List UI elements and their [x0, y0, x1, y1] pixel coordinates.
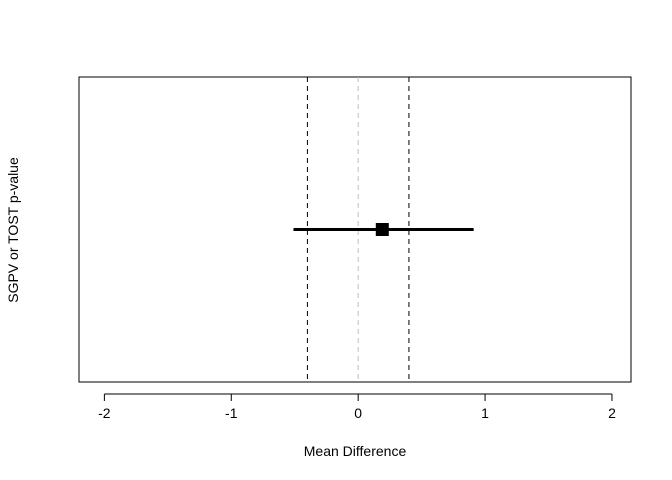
x-tick-label: -2	[98, 405, 111, 421]
estimate-marker	[376, 223, 389, 236]
x-tick-label: 2	[608, 405, 616, 421]
x-tick-label: 1	[481, 405, 489, 421]
x-tick-label: -1	[225, 405, 238, 421]
y-axis-label: SGPV or TOST p-value	[5, 157, 21, 303]
x-axis-ticks: -2 -1 0 1 2	[98, 394, 616, 421]
x-axis-label: Mean Difference	[304, 443, 407, 459]
x-tick-label: 0	[354, 405, 362, 421]
